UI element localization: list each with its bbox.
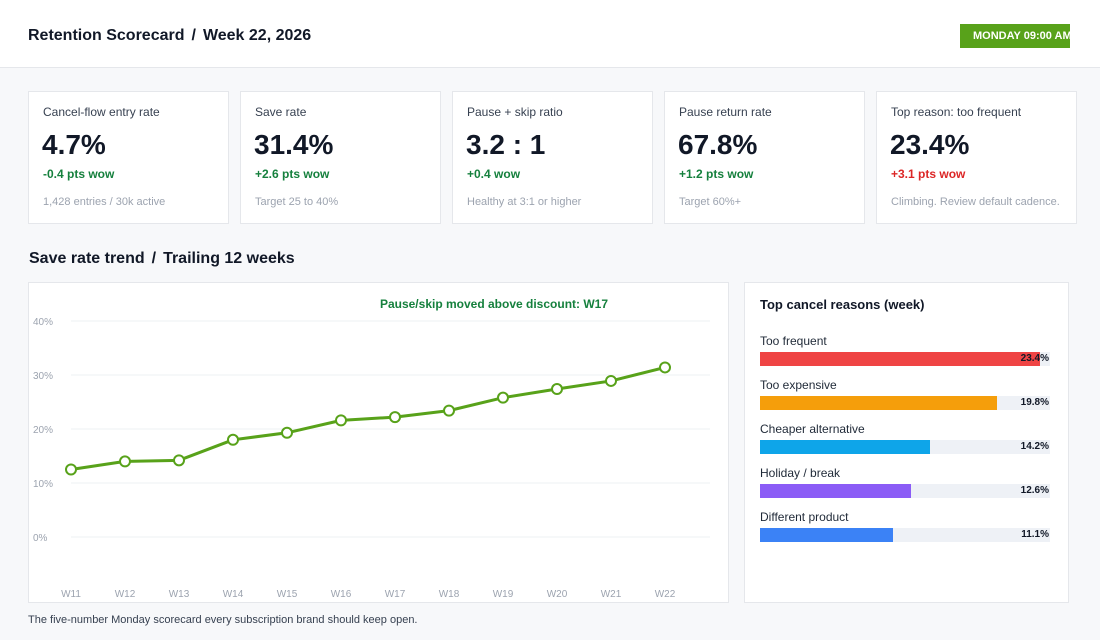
kpi-value: 31.4% <box>254 129 334 160</box>
reason-value: 23.4% <box>1020 353 1049 364</box>
reason-bar-fill <box>760 528 894 542</box>
x-tick-label: W22 <box>655 589 676 600</box>
x-tick-label: W11 <box>61 589 81 600</box>
reason-row-different-product: Different product 11.1% <box>760 510 1050 550</box>
data-point <box>443 404 455 417</box>
chart-annotation: Pause/skip moved above discount: W17 <box>380 297 608 311</box>
data-point <box>659 361 671 374</box>
save-rate-line-chart: 0% 10% 20% 30% 40% W11 W12 W13 W14 W15 W16 W17 W18 W1… <box>33 297 710 600</box>
reason-row-holiday-break: Holiday / break 12.6% <box>760 466 1050 506</box>
reason-bar-track <box>760 396 1050 410</box>
x-tick-label: W18 <box>439 589 460 600</box>
reason-label: Cheaper alternative <box>760 422 865 436</box>
kpi-label: Cancel-flow entry rate <box>43 105 160 119</box>
scorecard-title: Retention Scorecard <box>28 27 185 44</box>
data-point <box>65 463 77 476</box>
reasons-title: Top cancel reasons (week) <box>760 297 925 312</box>
x-tick-label: W16 <box>331 589 352 600</box>
time-badge: MONDAY 09:00 AM <box>960 24 1070 48</box>
y-tick-label: 40% <box>33 317 53 328</box>
x-tick-label: W13 <box>169 589 190 600</box>
reason-label: Holiday / break <box>760 466 841 480</box>
kpi-label: Top reason: too frequent <box>891 105 1022 119</box>
kpi-note: Healthy at 3:1 or higher <box>467 196 582 208</box>
footer-note: The five-number Monday scorecard every s… <box>28 614 418 626</box>
reason-bar-track <box>760 352 1050 366</box>
kpi-delta: +1.2 pts wow <box>679 167 754 181</box>
trend-section-title: Save rate trend / Trailing 12 weeks <box>29 250 295 268</box>
x-tick-label: W15 <box>277 589 298 600</box>
kpi-value: 23.4% <box>890 129 970 160</box>
kpi-value: 4.7% <box>42 129 106 160</box>
kpi-label: Pause return rate <box>679 105 772 119</box>
x-tick-label: W12 <box>115 589 136 600</box>
kpi-value: 3.2 : 1 <box>466 129 546 160</box>
y-tick-label: 20% <box>33 425 53 436</box>
kpi-delta: +3.1 pts wow <box>891 167 966 181</box>
data-point <box>173 454 185 467</box>
reason-label: Too expensive <box>760 378 837 392</box>
reason-label: Different product <box>760 510 849 524</box>
kpi-note: Target 25 to 40% <box>255 196 339 208</box>
kpi-card-cancel-flow-entry-rate: Cancel-flow entry rate 4.7% -0.4 pts wow… <box>28 91 229 224</box>
data-point <box>335 414 347 427</box>
trend-subtitle: Trailing 12 weeks <box>163 250 295 267</box>
kpi-label: Pause + skip ratio <box>467 105 563 119</box>
reason-value: 14.2% <box>1020 441 1049 452</box>
reason-value: 19.8% <box>1020 397 1049 408</box>
kpi-card-pause-skip-ratio: Pause + skip ratio 3.2 : 1 +0.4 wow Heal… <box>452 91 653 224</box>
data-point <box>119 455 131 468</box>
reason-bar-track <box>760 528 1050 542</box>
reason-bar-fill <box>760 484 911 498</box>
reason-label: Too frequent <box>760 334 827 348</box>
reason-bar-fill <box>760 440 931 454</box>
data-point <box>497 391 509 404</box>
kpi-label: Save rate <box>255 105 307 119</box>
reason-row-too-expensive: Too expensive 19.8% <box>760 378 1050 418</box>
data-point <box>605 374 617 387</box>
data-point <box>227 433 239 446</box>
x-tick-label: W20 <box>547 589 568 600</box>
data-point <box>389 411 401 424</box>
reason-row-cheaper-alternative: Cheaper alternative 14.2% <box>760 422 1050 462</box>
title-separator: / <box>191 27 196 44</box>
trend-title: Save rate trend <box>29 250 145 267</box>
kpi-note: Climbing. Review default cadence. <box>891 196 1060 208</box>
series-line <box>70 365 666 471</box>
data-point <box>551 383 563 396</box>
reason-row-too-frequent: Too frequent 23.4% <box>760 334 1050 374</box>
reason-value: 11.1% <box>1021 529 1049 540</box>
kpi-delta: -0.4 pts wow <box>43 167 115 181</box>
reason-bar-track <box>760 440 1050 454</box>
page-header: Retention Scorecard / Week 22, 2026 MONDAY… <box>0 0 1100 68</box>
kpi-delta: +0.4 wow <box>467 167 521 181</box>
kpi-note: 1,428 entries / 30k active <box>43 196 166 208</box>
kpi-value: 67.8% <box>678 129 758 160</box>
save-rate-chart-card: 0% 10% 20% 30% 40% W11 W12 W13 W14 W15 W16 W17 W18 W1… <box>28 282 729 603</box>
y-tick-label: 30% <box>33 371 53 382</box>
page-title: Retention Scorecard / Week 22, 2026 <box>28 27 311 45</box>
x-tick-label: W14 <box>223 589 244 600</box>
reason-bar-fill <box>760 396 998 410</box>
week-label: Week 22, 2026 <box>202 27 312 44</box>
cancel-reasons-card: Top cancel reasons (week) Too frequent 2… <box>744 282 1069 603</box>
reason-value: 12.6% <box>1020 485 1049 496</box>
reason-bar-track <box>760 484 1050 498</box>
kpi-card-pause-return-rate: Pause return rate 67.8% +1.2 pts wow Tar… <box>664 91 865 224</box>
kpi-delta: +2.6 pts wow <box>255 167 330 181</box>
x-tick-label: W19 <box>493 589 514 600</box>
x-tick-label: W17 <box>385 589 406 600</box>
kpi-card-top-reason: Top reason: too frequent 23.4% +3.1 pts … <box>876 91 1077 224</box>
x-tick-label: W21 <box>601 589 622 600</box>
kpi-note: Target 60%+ <box>679 196 742 208</box>
kpi-card-save-rate: Save rate 31.4% +2.6 pts wow Target 25 t… <box>240 91 441 224</box>
reason-bar-fill <box>760 352 1041 366</box>
title-separator: / <box>151 250 157 267</box>
data-point <box>281 426 293 439</box>
y-tick-label: 0% <box>33 533 48 544</box>
y-tick-label: 10% <box>33 479 53 490</box>
